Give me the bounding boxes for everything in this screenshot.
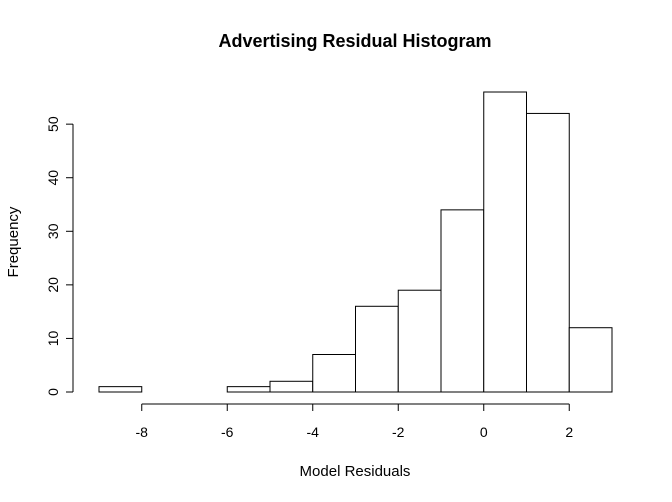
bars-group [98, 91, 613, 393]
x-tick-label--2: -2 [392, 424, 405, 440]
y-tick-label-50: 50 [45, 116, 61, 132]
histogram-bar-6 [355, 305, 399, 393]
y-tick-label-30: 30 [45, 223, 61, 239]
x-tick-label--4: -4 [307, 424, 320, 440]
x-tick-label--8: -8 [136, 424, 149, 440]
x-axis-label: Model Residuals [300, 463, 411, 480]
histogram-bar-3 [226, 386, 271, 393]
y-tick-label-10: 10 [45, 330, 61, 346]
histogram-bar-10 [526, 112, 570, 393]
histogram-bar-11 [568, 327, 613, 393]
histogram-bar-4 [269, 380, 314, 393]
histogram-bar-7 [397, 289, 442, 393]
histogram-bar-8 [440, 209, 485, 393]
histogram-bar-5 [312, 354, 356, 393]
histogram-bar-9 [483, 91, 527, 393]
x-tick-label--6: -6 [221, 424, 234, 440]
y-tick-label-0: 0 [45, 388, 61, 396]
histogram-bar-0 [98, 386, 143, 393]
chart-title: Advertising Residual Histogram [218, 31, 491, 51]
x-axis: -8 -6 -4 -2 0 2 [136, 403, 573, 440]
y-tick-label-20: 20 [45, 277, 61, 293]
y-axis: 0 10 20 30 40 50 [45, 116, 74, 396]
x-tick-label-2: 2 [565, 424, 573, 440]
y-tick-label-40: 40 [45, 170, 61, 186]
x-tick-label-0: 0 [480, 424, 488, 440]
y-axis-label: Frequency [5, 206, 22, 277]
